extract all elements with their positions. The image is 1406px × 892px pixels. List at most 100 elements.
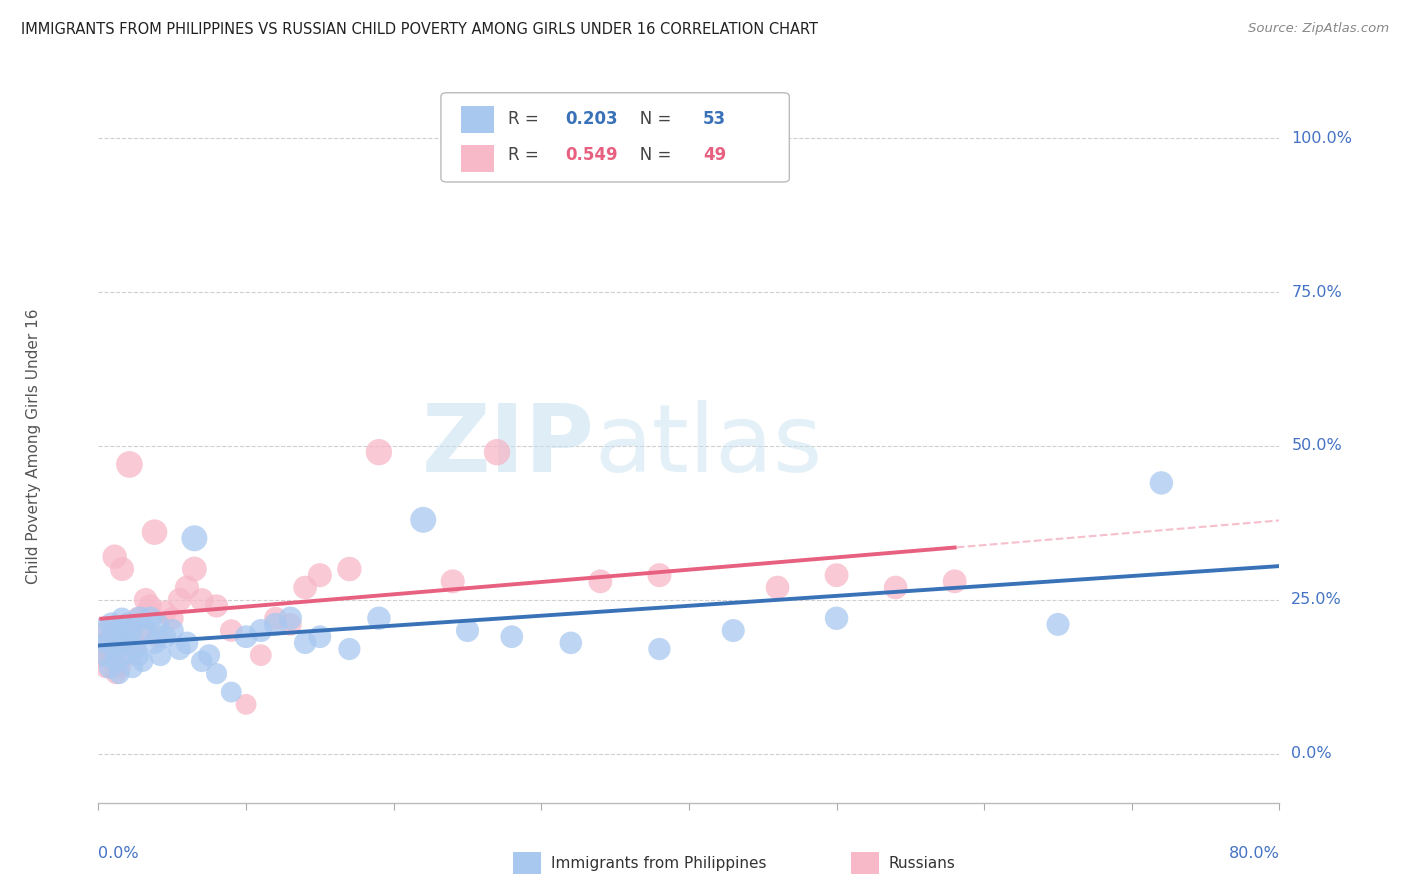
Text: 0.0%: 0.0% bbox=[1291, 746, 1331, 761]
Point bbox=[107, 642, 129, 657]
Point bbox=[96, 636, 118, 650]
Point bbox=[825, 611, 848, 625]
Point bbox=[94, 648, 117, 662]
Point bbox=[337, 562, 360, 576]
Text: 50.0%: 50.0% bbox=[1291, 439, 1341, 453]
Point bbox=[294, 636, 316, 650]
Text: 0.0%: 0.0% bbox=[98, 846, 139, 861]
Text: Source: ZipAtlas.com: Source: ZipAtlas.com bbox=[1249, 22, 1389, 36]
Point bbox=[648, 642, 671, 657]
Point bbox=[118, 636, 141, 650]
Point bbox=[191, 654, 214, 668]
Point bbox=[96, 624, 118, 638]
Text: N =: N = bbox=[624, 146, 676, 164]
Point bbox=[723, 624, 745, 638]
Point bbox=[143, 636, 166, 650]
Point bbox=[94, 660, 117, 674]
Point bbox=[121, 660, 143, 674]
Point bbox=[120, 624, 142, 638]
Text: 75.0%: 75.0% bbox=[1291, 285, 1341, 300]
Point bbox=[235, 630, 257, 644]
Point bbox=[412, 513, 434, 527]
Text: Russians: Russians bbox=[889, 856, 956, 871]
Point bbox=[98, 660, 121, 674]
Point bbox=[205, 666, 228, 681]
Point bbox=[90, 648, 112, 662]
Point bbox=[337, 642, 360, 657]
Text: ZIP: ZIP bbox=[422, 400, 595, 492]
Point bbox=[135, 624, 157, 638]
Point bbox=[235, 698, 257, 712]
Point bbox=[219, 685, 243, 699]
Text: 0.549: 0.549 bbox=[565, 146, 617, 164]
Point bbox=[114, 630, 136, 644]
Point bbox=[124, 636, 146, 650]
Text: IMMIGRANTS FROM PHILIPPINES VS RUSSIAN CHILD POVERTY AMONG GIRLS UNDER 16 CORREL: IMMIGRANTS FROM PHILIPPINES VS RUSSIAN C… bbox=[21, 22, 818, 37]
Point bbox=[128, 611, 150, 625]
Point bbox=[368, 611, 391, 625]
Point bbox=[250, 624, 273, 638]
Point bbox=[278, 611, 302, 625]
Text: R =: R = bbox=[508, 146, 544, 164]
FancyBboxPatch shape bbox=[441, 93, 789, 182]
Point bbox=[132, 624, 155, 638]
Point bbox=[648, 568, 671, 582]
Point bbox=[104, 549, 127, 564]
Point bbox=[143, 525, 166, 540]
Point bbox=[1046, 617, 1069, 632]
Point bbox=[118, 458, 141, 472]
Point bbox=[132, 654, 155, 668]
Point bbox=[162, 611, 183, 625]
Point bbox=[153, 630, 176, 644]
Point bbox=[139, 599, 162, 613]
Point bbox=[139, 611, 162, 625]
Text: Immigrants from Philippines: Immigrants from Philippines bbox=[551, 856, 766, 871]
Point bbox=[309, 630, 332, 644]
Point bbox=[884, 581, 907, 595]
Point bbox=[111, 562, 134, 576]
Point bbox=[250, 648, 273, 662]
Point bbox=[278, 617, 302, 632]
Text: 0.203: 0.203 bbox=[565, 111, 617, 128]
Point bbox=[368, 445, 391, 459]
Point bbox=[191, 592, 214, 607]
Point bbox=[127, 648, 149, 662]
Point bbox=[183, 531, 205, 545]
Point bbox=[114, 630, 136, 644]
Point bbox=[117, 617, 139, 632]
Point bbox=[264, 617, 287, 632]
Point bbox=[100, 617, 122, 632]
Point bbox=[169, 592, 191, 607]
Point bbox=[1150, 475, 1173, 490]
Point bbox=[205, 599, 228, 613]
Point bbox=[162, 624, 183, 638]
Text: atlas: atlas bbox=[595, 400, 823, 492]
Point bbox=[219, 624, 243, 638]
Point bbox=[589, 574, 612, 589]
Point bbox=[108, 666, 131, 681]
Point bbox=[120, 624, 142, 638]
Text: N =: N = bbox=[624, 111, 676, 128]
Bar bbox=[461, 145, 494, 172]
Point bbox=[456, 624, 478, 638]
Point bbox=[111, 611, 134, 625]
Point bbox=[107, 624, 129, 638]
Text: Child Poverty Among Girls Under 16: Child Poverty Among Girls Under 16 bbox=[25, 309, 41, 583]
Point bbox=[264, 611, 287, 625]
Text: 25.0%: 25.0% bbox=[1291, 592, 1341, 607]
Point bbox=[117, 648, 139, 662]
Point bbox=[146, 617, 169, 632]
Point bbox=[110, 660, 132, 674]
Text: 49: 49 bbox=[703, 146, 727, 164]
Point bbox=[943, 574, 966, 589]
Point bbox=[127, 611, 149, 625]
Point bbox=[825, 568, 848, 582]
Text: 100.0%: 100.0% bbox=[1291, 131, 1353, 146]
Point bbox=[294, 581, 316, 595]
Point bbox=[183, 562, 205, 576]
Point bbox=[135, 592, 157, 607]
Text: 53: 53 bbox=[703, 111, 727, 128]
Point bbox=[105, 654, 128, 668]
Point bbox=[93, 636, 115, 650]
Point bbox=[560, 636, 582, 650]
